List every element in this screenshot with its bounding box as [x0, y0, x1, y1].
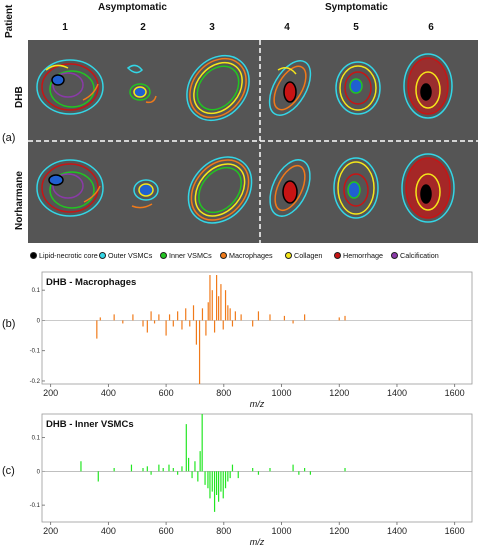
legend-outer-vsmcs: Outer VSMCs	[99, 251, 152, 260]
x-axis-label: m/z	[250, 399, 265, 409]
y-tick-label: -0.1	[30, 349, 41, 355]
legend-dot-calcification	[391, 252, 398, 259]
legend-lipid: Lipid-necrotic core	[30, 251, 98, 260]
symptomatic-header: Symptomatic	[325, 2, 388, 13]
chart-title: DHB - Inner VSMCs	[46, 419, 134, 430]
tissue-dhb-5	[335, 61, 381, 115]
x-tick-label: 1400	[387, 526, 407, 536]
legend-inner-vsmcs: Inner VSMCs	[160, 251, 212, 260]
panel-label-b: (b)	[2, 318, 16, 330]
tissue-dhb-1	[36, 59, 104, 115]
x-tick-label: 1200	[329, 388, 349, 398]
x-tick-label: 400	[101, 388, 116, 398]
patient-header: Patient	[4, 4, 15, 38]
x-tick-label: 200	[43, 526, 58, 536]
x-tick-label: 1600	[445, 526, 465, 536]
tissue-norharmane-5	[333, 157, 379, 219]
tissue-norharmane-2	[131, 179, 159, 209]
legend-label: Macrophages	[229, 251, 273, 260]
x-tick-label: 600	[159, 526, 174, 536]
plot-frame	[41, 271, 473, 385]
tissue-norharmane-3	[187, 156, 253, 224]
x-tick-label: 600	[159, 388, 174, 398]
y-tick-label: -0.2	[30, 379, 41, 385]
legend-dot-inner-vsmcs	[160, 252, 167, 259]
row-label-dhb: DHB	[14, 86, 25, 108]
patient-number-2: 2	[140, 22, 146, 33]
legend-dot-macrophages	[220, 252, 227, 259]
asymptomatic-header: Asymptomatic	[98, 2, 167, 13]
patient-number-3: 3	[209, 22, 215, 33]
legend-label: Outer VSMCs	[108, 251, 153, 260]
tissue-dhb-2	[126, 64, 157, 104]
spectrum-chart-macrophages: -0.2 -0.1 0 0.1 200 400 600 800 1000 1200 1400 1600…	[30, 271, 473, 409]
patient-number-4: 4	[284, 22, 290, 33]
tissue-norharmane-4	[269, 159, 311, 217]
legend-dot-outer-vsmcs	[99, 252, 106, 259]
tissue-dhb-3	[186, 54, 250, 122]
x-tick-label: 400	[101, 526, 116, 536]
y-tick-label: 0	[37, 469, 41, 475]
legend-calcification: Calcification	[391, 251, 439, 260]
x-tick-label: 1000	[272, 526, 292, 536]
patient-number-5: 5	[353, 22, 359, 33]
tissue-dhb-4	[268, 60, 312, 116]
x-axis-label: m/z	[250, 537, 265, 547]
legend-label: Calcification	[400, 251, 439, 260]
chart-title: DHB - Macrophages	[46, 277, 136, 288]
x-tick-label: 200	[43, 388, 58, 398]
legend-dot-hemorrhage	[334, 252, 341, 259]
plot-frame	[41, 413, 473, 523]
row-label-norharmane: Norharmane	[14, 171, 25, 230]
panel-label-a: (a)	[2, 132, 16, 144]
legend-collagen: Collagen	[285, 251, 322, 260]
legend-label: Collagen	[294, 251, 323, 260]
legend-dot-lipid	[30, 252, 37, 259]
legend-macrophages: Macrophages	[220, 251, 273, 260]
y-tick-label: 0.1	[32, 288, 41, 294]
panel-label-c: (c)	[2, 465, 15, 477]
tissue-norharmane-6	[401, 153, 455, 223]
y-tick-label: 0	[37, 318, 41, 324]
x-tick-label: 1400	[387, 388, 407, 398]
legend-label: Inner VSMCs	[169, 251, 212, 260]
y-tick-label: 0.1	[32, 436, 41, 442]
tissue-images	[28, 40, 478, 243]
x-tick-label: 1200	[329, 526, 349, 536]
y-tick-label: -0.1	[30, 503, 41, 509]
x-tick-label: 800	[216, 526, 231, 536]
patient-number-1: 1	[62, 22, 68, 33]
legend-label: Lipid-necrotic core	[39, 251, 98, 260]
x-tick-label: 800	[216, 388, 231, 398]
patient-number-6: 6	[428, 22, 434, 33]
legend-label: Hemorrhage	[343, 251, 383, 260]
tissue-dhb-6	[403, 53, 453, 119]
x-tick-label: 1600	[445, 388, 465, 398]
tissue-norharmane-1	[36, 159, 104, 217]
legend-hemorrhage: Hemorrhage	[334, 251, 383, 260]
legend-dot-collagen	[285, 252, 292, 259]
x-tick-label: 1000	[272, 388, 292, 398]
spectrum-chart-inner-vsmcs: -0.1 0 0.1 200 400 600 800 1000 1200 1400 1600 DHB …	[30, 413, 473, 547]
